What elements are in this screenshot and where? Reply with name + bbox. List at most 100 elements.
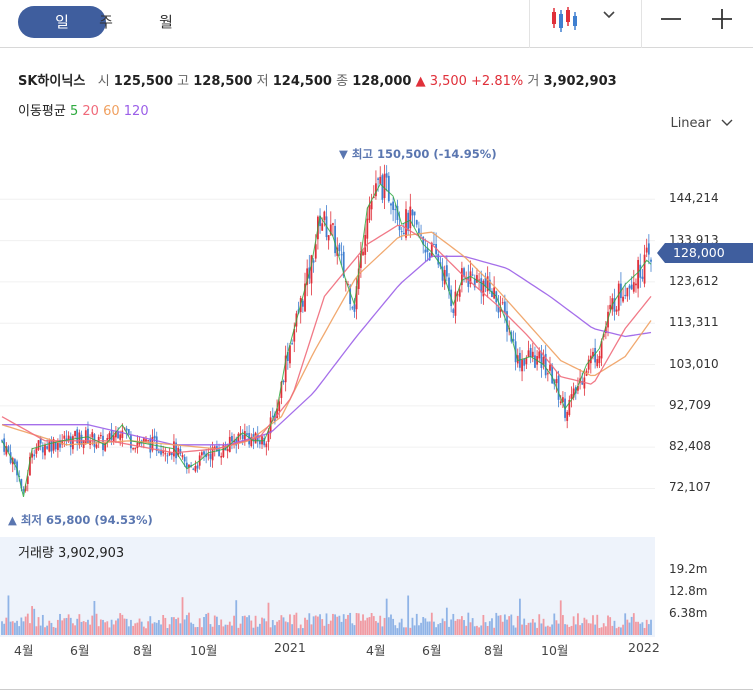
volume-bar xyxy=(529,622,532,635)
candle-body xyxy=(557,375,560,400)
candle-body xyxy=(278,401,281,412)
candle-body xyxy=(411,209,414,216)
volume-bar xyxy=(127,626,130,635)
candle-body xyxy=(409,206,412,229)
volume-bar xyxy=(147,621,150,635)
volume-bar xyxy=(334,614,336,635)
price-chart[interactable] xyxy=(0,140,753,530)
volume-bar xyxy=(546,625,549,635)
volume-bar xyxy=(411,617,414,635)
volume-bar xyxy=(602,623,605,635)
candle-body xyxy=(370,200,373,210)
volume-bar xyxy=(551,624,554,635)
volume-bar xyxy=(233,615,235,635)
candle-body xyxy=(592,351,594,357)
volume-bar xyxy=(117,618,119,635)
candle-body xyxy=(192,468,195,470)
change-value: ▲ 3,500 +2.81% xyxy=(415,74,524,89)
candle-body xyxy=(493,287,496,299)
volume-bar xyxy=(7,595,10,635)
volume-bar xyxy=(555,620,558,635)
candle-body xyxy=(263,437,266,446)
volume-bar xyxy=(254,615,257,635)
scale-selector[interactable]: Linear xyxy=(670,116,733,131)
candle-body xyxy=(67,435,70,440)
volume-bar xyxy=(381,626,384,635)
volume-bar xyxy=(200,627,203,635)
volume-bar xyxy=(280,615,283,635)
candle-body xyxy=(63,435,66,439)
toolbar-divider xyxy=(529,0,530,48)
tab-week[interactable]: 주 xyxy=(99,13,113,31)
zoom-in-icon[interactable] xyxy=(711,8,733,30)
candle-body xyxy=(349,285,352,305)
volume-bar xyxy=(435,627,437,635)
volume-bar xyxy=(458,619,461,635)
candle-body xyxy=(218,449,220,457)
volume-bar xyxy=(362,614,364,635)
volume-bar xyxy=(246,617,248,635)
candle-body xyxy=(338,244,341,252)
candle-body xyxy=(147,440,150,442)
volume-bar xyxy=(607,615,609,635)
candle-body xyxy=(166,455,169,457)
volume-bar xyxy=(74,625,76,635)
volume-bar xyxy=(394,625,397,635)
volume-bar xyxy=(44,627,46,635)
candle-body xyxy=(20,479,23,489)
candle-body xyxy=(282,380,285,383)
volume-bar xyxy=(11,621,14,635)
ma-120: 120 xyxy=(123,104,149,119)
volume-bar xyxy=(297,628,300,635)
candle-body xyxy=(609,304,612,310)
tab-day[interactable]: 일 xyxy=(18,6,106,38)
candle-body xyxy=(183,456,186,462)
candle-body xyxy=(613,298,616,312)
volume-bar xyxy=(340,621,343,635)
candle-body xyxy=(630,284,633,290)
chevron-down-icon[interactable] xyxy=(602,10,616,20)
candle-body xyxy=(525,357,528,365)
volume-bar xyxy=(508,616,511,635)
candle-body xyxy=(160,449,162,455)
candle-body xyxy=(41,446,44,453)
volume-bar xyxy=(501,621,504,635)
candle-body xyxy=(529,347,532,357)
volume-bar xyxy=(29,623,31,635)
volume-bar xyxy=(400,618,403,635)
candle-body xyxy=(237,433,240,443)
volume-bar xyxy=(282,617,285,635)
volume-bar xyxy=(557,623,560,635)
candle-body xyxy=(491,290,493,298)
x-tick-label: 8월 xyxy=(133,643,153,658)
volume-bar xyxy=(87,619,89,635)
candle-body xyxy=(357,268,360,289)
volume-bar xyxy=(626,619,629,635)
candle-body xyxy=(271,415,274,417)
zoom-out-icon[interactable] xyxy=(660,8,682,30)
volume-bar xyxy=(164,617,167,635)
candle-body xyxy=(375,183,377,197)
tab-month[interactable]: 월 xyxy=(159,13,173,31)
volume-bar xyxy=(170,617,173,635)
volume-bar xyxy=(409,627,412,635)
candle-body xyxy=(329,224,332,235)
candle-body xyxy=(132,448,134,450)
candle-body xyxy=(626,287,629,297)
volume-bar xyxy=(441,618,444,635)
volume-bar xyxy=(207,612,210,635)
candle-body xyxy=(289,345,291,364)
volume-bar xyxy=(622,624,624,635)
candlestick-chart-icon[interactable] xyxy=(550,4,580,34)
volume-bar xyxy=(443,621,446,635)
candle-body xyxy=(301,300,304,307)
candle-body xyxy=(332,223,334,225)
volume-bar xyxy=(600,627,603,635)
volume-bar xyxy=(570,625,573,635)
candle-body xyxy=(460,268,463,286)
volume-bar xyxy=(306,619,309,635)
volume-bar xyxy=(514,627,517,635)
volume-title: 거래량 3,902,903 xyxy=(18,546,125,561)
volume-bar xyxy=(177,617,180,635)
candle-body xyxy=(383,173,386,199)
